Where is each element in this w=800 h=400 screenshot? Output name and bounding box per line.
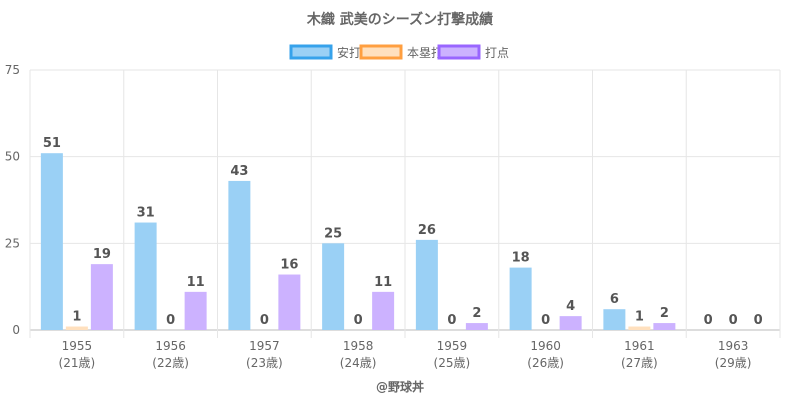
x-tick-label: 1955 [62,339,93,353]
data-label: 19 [93,247,111,262]
x-tick-sublabel: (22歳) [152,356,189,370]
data-label: 0 [754,313,763,328]
bar-0-4[interactable] [415,239,438,330]
x-tick-sublabel: (23歳) [246,356,283,370]
legend-label-1[interactable]: 本塁打 [407,46,443,60]
bar-0-6[interactable] [603,309,626,330]
bar-0-2[interactable] [228,180,251,330]
bar-1-6[interactable] [628,326,651,330]
bar-1-0[interactable] [65,326,88,330]
data-label: 0 [260,313,269,328]
bar-0-0[interactable] [40,153,63,330]
x-tick-sublabel: (27歳) [621,356,658,370]
bar-2-6[interactable] [653,323,676,330]
data-label: 11 [374,275,392,290]
legend-swatch-1[interactable] [359,44,403,60]
legend-swatch-0[interactable] [289,44,333,60]
data-label: 0 [729,313,738,328]
bar-0-1[interactable] [134,222,157,330]
x-tick-label: 1957 [249,339,280,353]
bar-2-1[interactable] [184,291,207,330]
y-axis: 0 25 50 75 [5,63,20,337]
legend: 安打 本塁打 打点 [289,44,509,60]
data-label: 11 [187,275,205,290]
x-tick-label: 1963 [718,339,749,353]
bar-2-3[interactable] [372,291,395,330]
x-axis: 1955 (21歳) 1956 (22歳) 1957 (23歳) 1958 (24歳) 1959… [59,339,752,370]
x-tick-sublabel: (29歳) [715,356,752,370]
data-label: 43 [230,164,248,179]
data-label: 31 [137,206,155,221]
data-label: 1 [635,310,644,325]
bar-0-5[interactable] [509,267,532,330]
x-tick-sublabel: (24歳) [340,356,377,370]
legend-label-2[interactable]: 打点 [485,46,509,60]
data-label: 18 [512,251,530,266]
x-tick-label: 1960 [530,339,561,353]
legend-swatch-2[interactable] [437,44,481,60]
data-label: 4 [566,299,575,314]
y-tick-label: 25 [5,236,20,250]
data-label: 2 [472,306,481,321]
x-tick-label: 1956 [155,339,186,353]
bar-2-5[interactable] [559,316,582,330]
footer-credit: @野球丼 [376,379,424,394]
legend-label-0[interactable]: 安打 [337,45,361,60]
y-tick-label: 0 [12,323,20,337]
grid [29,69,781,338]
x-tick-sublabel: (21歳) [59,356,96,370]
y-tick-label: 50 [5,150,20,164]
chart-title: 木織 武美のシーズン打撃成績 [306,11,493,28]
y-tick-label: 75 [5,63,20,77]
x-tick-sublabel: (25歳) [434,356,471,370]
data-label: 6 [610,292,619,307]
bar-2-4[interactable] [465,323,488,330]
data-label: 16 [280,258,298,273]
x-tick-sublabel: (26歳) [527,356,564,370]
data-label: 1 [72,310,81,325]
bars: 51 1 19 31 0 11 43 0 16 25 0 11 26 0 2 18 0 4 6 1 2 0 0 0 [40,136,763,330]
bar-2-2[interactable] [278,274,301,330]
bar-2-0[interactable] [90,264,113,330]
data-label: 0 [447,313,456,328]
data-label: 2 [660,306,669,321]
x-tick-label: 1959 [437,339,468,353]
data-label: 0 [166,313,175,328]
data-label: 51 [43,136,61,151]
bar-0-3[interactable] [322,243,345,330]
data-label: 25 [324,226,342,241]
x-tick-label: 1958 [343,339,374,353]
data-label: 0 [541,313,550,328]
data-label: 0 [354,313,363,328]
data-label: 0 [704,313,713,328]
data-label: 26 [418,223,436,238]
x-tick-label: 1961 [624,339,655,353]
